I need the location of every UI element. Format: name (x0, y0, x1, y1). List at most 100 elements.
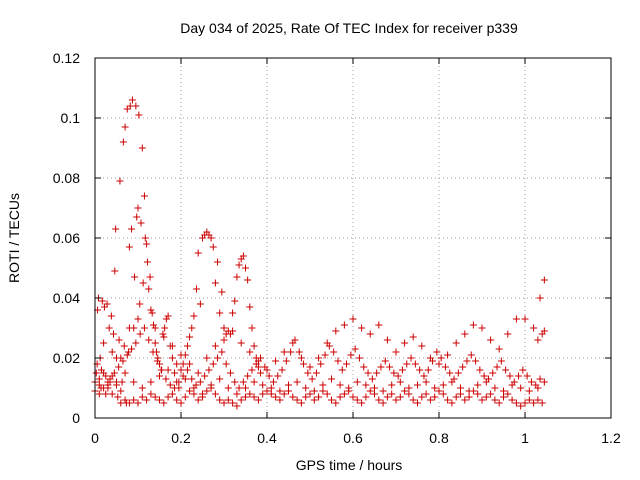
data-point (448, 399, 456, 407)
data-point (259, 390, 267, 398)
data-point (263, 387, 271, 395)
data-point (272, 357, 280, 365)
data-point (242, 384, 249, 392)
data-point (95, 381, 103, 389)
data-point (123, 351, 131, 359)
data-point (530, 399, 538, 407)
y-tick-label: 0.1 (61, 110, 81, 126)
data-point (431, 393, 439, 401)
data-point (168, 342, 176, 350)
data-point (120, 342, 128, 350)
data-point (403, 360, 411, 368)
data-point (373, 369, 381, 377)
data-point (233, 402, 241, 410)
data-point (211, 342, 219, 350)
data-point (113, 378, 120, 386)
data-point (366, 330, 374, 338)
data-point (375, 396, 383, 404)
data-point (135, 111, 143, 119)
data-point (463, 357, 471, 365)
data-point (278, 366, 286, 374)
chart-title: Day 034 of 2025, Rate Of TEC Index for r… (180, 20, 518, 36)
data-point (416, 366, 424, 374)
data-point (244, 372, 252, 380)
data-point (297, 399, 305, 407)
data-point (128, 225, 136, 233)
data-point (250, 342, 258, 350)
data-point (285, 381, 292, 389)
data-point (250, 378, 258, 386)
x-tick-label: 0.8 (429, 430, 449, 446)
data-point (100, 339, 108, 347)
data-point (173, 360, 181, 368)
data-point (319, 387, 327, 395)
data-point (263, 366, 271, 374)
data-point (489, 369, 497, 377)
data-point (121, 123, 129, 131)
data-point (177, 366, 185, 374)
data-point (465, 393, 473, 401)
data-point (420, 372, 428, 380)
x-tick-label: 0.6 (343, 430, 363, 446)
data-point (306, 390, 314, 398)
data-point (188, 324, 196, 332)
data-point (130, 396, 138, 404)
data-point (246, 348, 254, 356)
data-point (188, 375, 196, 383)
data-point (353, 396, 361, 404)
data-point (158, 366, 166, 374)
data-point (368, 375, 376, 383)
data-point (525, 396, 533, 404)
data-point (179, 360, 187, 368)
data-point (250, 393, 258, 401)
data-point (398, 366, 406, 374)
x-axis-title: GPS time / hours (296, 457, 403, 473)
data-point (409, 396, 417, 404)
data-point (302, 384, 310, 392)
data-point (125, 399, 133, 407)
data-point (530, 324, 538, 332)
data-point (358, 399, 366, 407)
data-point (123, 105, 131, 113)
data-point (396, 393, 404, 401)
data-point (540, 327, 548, 335)
data-point (362, 381, 370, 389)
data-point (134, 204, 142, 212)
data-point (242, 393, 249, 401)
data-point (267, 384, 275, 392)
data-point (119, 138, 127, 146)
data-point (379, 387, 387, 395)
data-point (280, 348, 288, 356)
data-point (138, 384, 146, 392)
data-point (233, 390, 241, 398)
data-point (95, 390, 103, 398)
data-point (139, 279, 147, 287)
data-point (196, 378, 204, 386)
data-point (330, 348, 338, 356)
data-point (211, 390, 219, 398)
data-point (323, 339, 331, 347)
data-point (231, 297, 239, 305)
data-point (104, 384, 112, 392)
data-point (502, 366, 510, 374)
data-point (207, 234, 215, 242)
data-point (383, 336, 391, 344)
data-point (143, 396, 151, 404)
data-point (162, 375, 170, 383)
data-point (246, 390, 254, 398)
data-point (446, 369, 454, 377)
data-point (418, 393, 426, 401)
data-point (267, 390, 275, 398)
data-point (306, 363, 314, 371)
data-point (222, 360, 230, 368)
data-point (334, 357, 342, 365)
data-point (175, 378, 183, 386)
data-point (304, 369, 312, 377)
data-point (465, 387, 473, 395)
data-point (317, 360, 325, 368)
data-point (426, 396, 434, 404)
data-point (439, 390, 447, 398)
data-point (523, 372, 531, 380)
data-point (136, 330, 144, 338)
